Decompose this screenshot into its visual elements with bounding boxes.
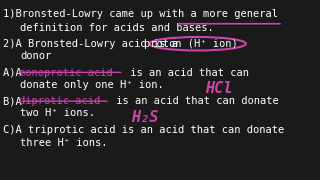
Text: C)A triprotic acid is an acid that can donate: C)A triprotic acid is an acid that can d… <box>3 125 284 135</box>
Text: proton (H⁺ ion): proton (H⁺ ion) <box>144 39 237 49</box>
Text: donate only one H⁺ ion.: donate only one H⁺ ion. <box>20 80 164 90</box>
Text: 2)A Bronsted-Lowry acid is a: 2)A Bronsted-Lowry acid is a <box>3 39 184 49</box>
Text: B)A: B)A <box>3 96 28 106</box>
Text: definition for acids and bases.: definition for acids and bases. <box>20 22 214 33</box>
Text: HCl: HCl <box>205 81 232 96</box>
Text: A)A: A)A <box>3 68 28 78</box>
Text: is an acid that can donate: is an acid that can donate <box>110 96 278 106</box>
Text: two H⁺ ions.: two H⁺ ions. <box>20 108 95 118</box>
Text: is an acid that can: is an acid that can <box>124 68 249 78</box>
Text: diprotic acid: diprotic acid <box>19 96 100 106</box>
Text: three H⁺ ions.: three H⁺ ions. <box>20 138 108 148</box>
Text: H₂S: H₂S <box>131 110 158 125</box>
Text: donor: donor <box>20 51 51 61</box>
Text: monoprotic acid: monoprotic acid <box>19 68 113 78</box>
Text: 1)Bronsted-Lowry came up with a more general: 1)Bronsted-Lowry came up with a more gen… <box>3 9 278 19</box>
